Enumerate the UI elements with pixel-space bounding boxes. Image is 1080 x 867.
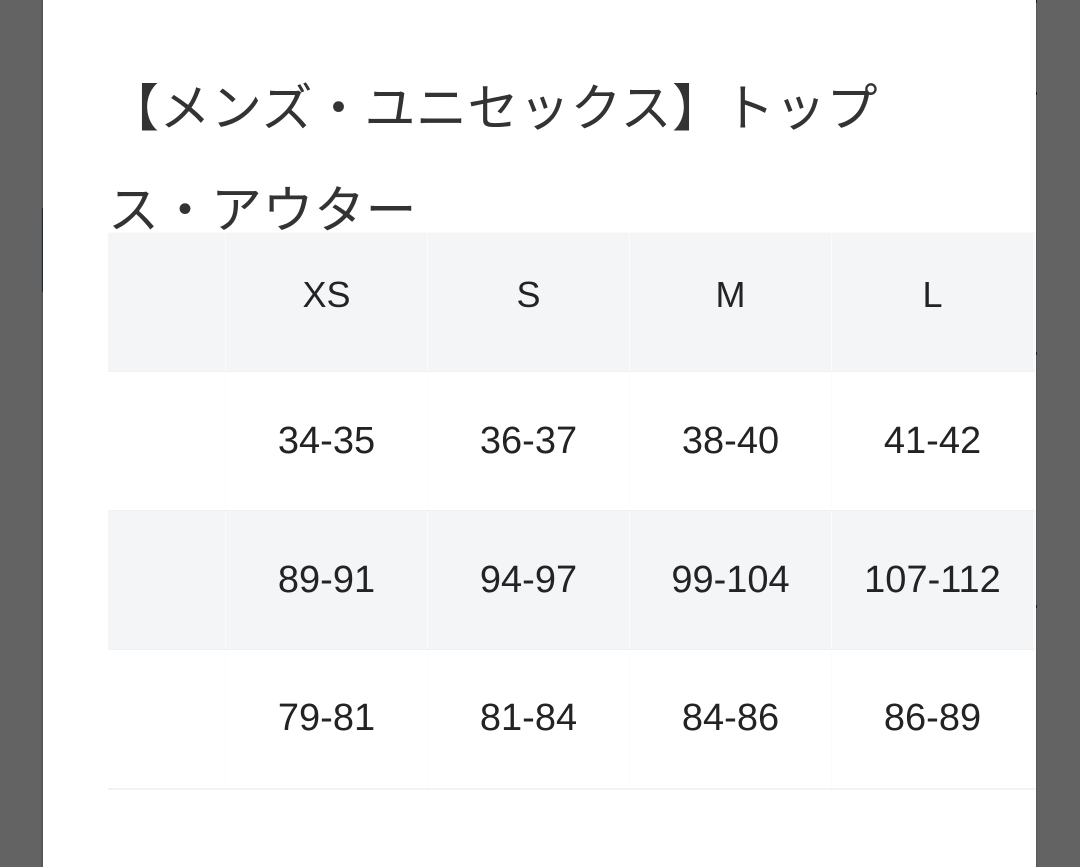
- page-title-line-2: ス・アウター: [108, 182, 418, 240]
- header-cell-s: S: [427, 232, 630, 372]
- cell-value: 38-40: [629, 371, 832, 511]
- header-cell-xs: XS: [225, 232, 428, 372]
- row-label-cell: [108, 510, 226, 650]
- size-table-body: 34-35 36-37 38-40 41-42 43-45 89-91 94-9…: [108, 371, 1035, 790]
- page-title: 【メンズ・ユニセックス】トップ ス・アウター: [108, 58, 988, 262]
- cell-value: 89-90: [1033, 649, 1035, 790]
- cell-value: 86-89: [831, 649, 1034, 790]
- cell-value: 79-81: [225, 649, 428, 790]
- row-label-cell: [108, 371, 226, 511]
- right-frame-seam: [1035, 0, 1037, 867]
- page-title-line-1: 【メンズ・ユニセックス】トップ: [108, 80, 878, 138]
- size-table-container: XS S M L XL 34-35 36-37 38-40 41-42 43-: [108, 232, 1035, 790]
- table-row: 89-91 94-97 99-104 107-112 114-122: [108, 510, 1035, 650]
- cell-value: 107-112: [831, 510, 1034, 650]
- size-table-header-row: XS S M L XL: [108, 232, 1035, 372]
- row-label-cell: [108, 649, 226, 790]
- cell-value: 81-84: [427, 649, 630, 790]
- header-cell-l: L: [831, 232, 1034, 372]
- left-frame-seam: [41, 0, 43, 867]
- table-row: 79-81 81-84 84-86 86-89 89-90: [108, 649, 1035, 790]
- cell-value: 84-86: [629, 649, 832, 790]
- cell-value: 94-97: [427, 510, 630, 650]
- table-row: 34-35 36-37 38-40 41-42 43-45: [108, 371, 1035, 511]
- cell-value: 34-35: [225, 371, 428, 511]
- cell-value: 89-91: [225, 510, 428, 650]
- cell-value: 43-45: [1033, 371, 1035, 511]
- header-cell-row-label: [108, 232, 226, 372]
- size-table-head: XS S M L XL: [108, 232, 1035, 372]
- page-content-surface: 【メンズ・ユニセックス】トップ ス・アウター XS S M L XL: [43, 0, 1036, 867]
- cell-value: 41-42: [831, 371, 1034, 511]
- cell-value: 114-122: [1033, 510, 1035, 650]
- size-chart-table: XS S M L XL 34-35 36-37 38-40 41-42 43-: [108, 232, 1035, 790]
- header-cell-xl: XL: [1033, 232, 1035, 372]
- header-cell-m: M: [629, 232, 832, 372]
- cell-value: 99-104: [629, 510, 832, 650]
- cell-value: 36-37: [427, 371, 630, 511]
